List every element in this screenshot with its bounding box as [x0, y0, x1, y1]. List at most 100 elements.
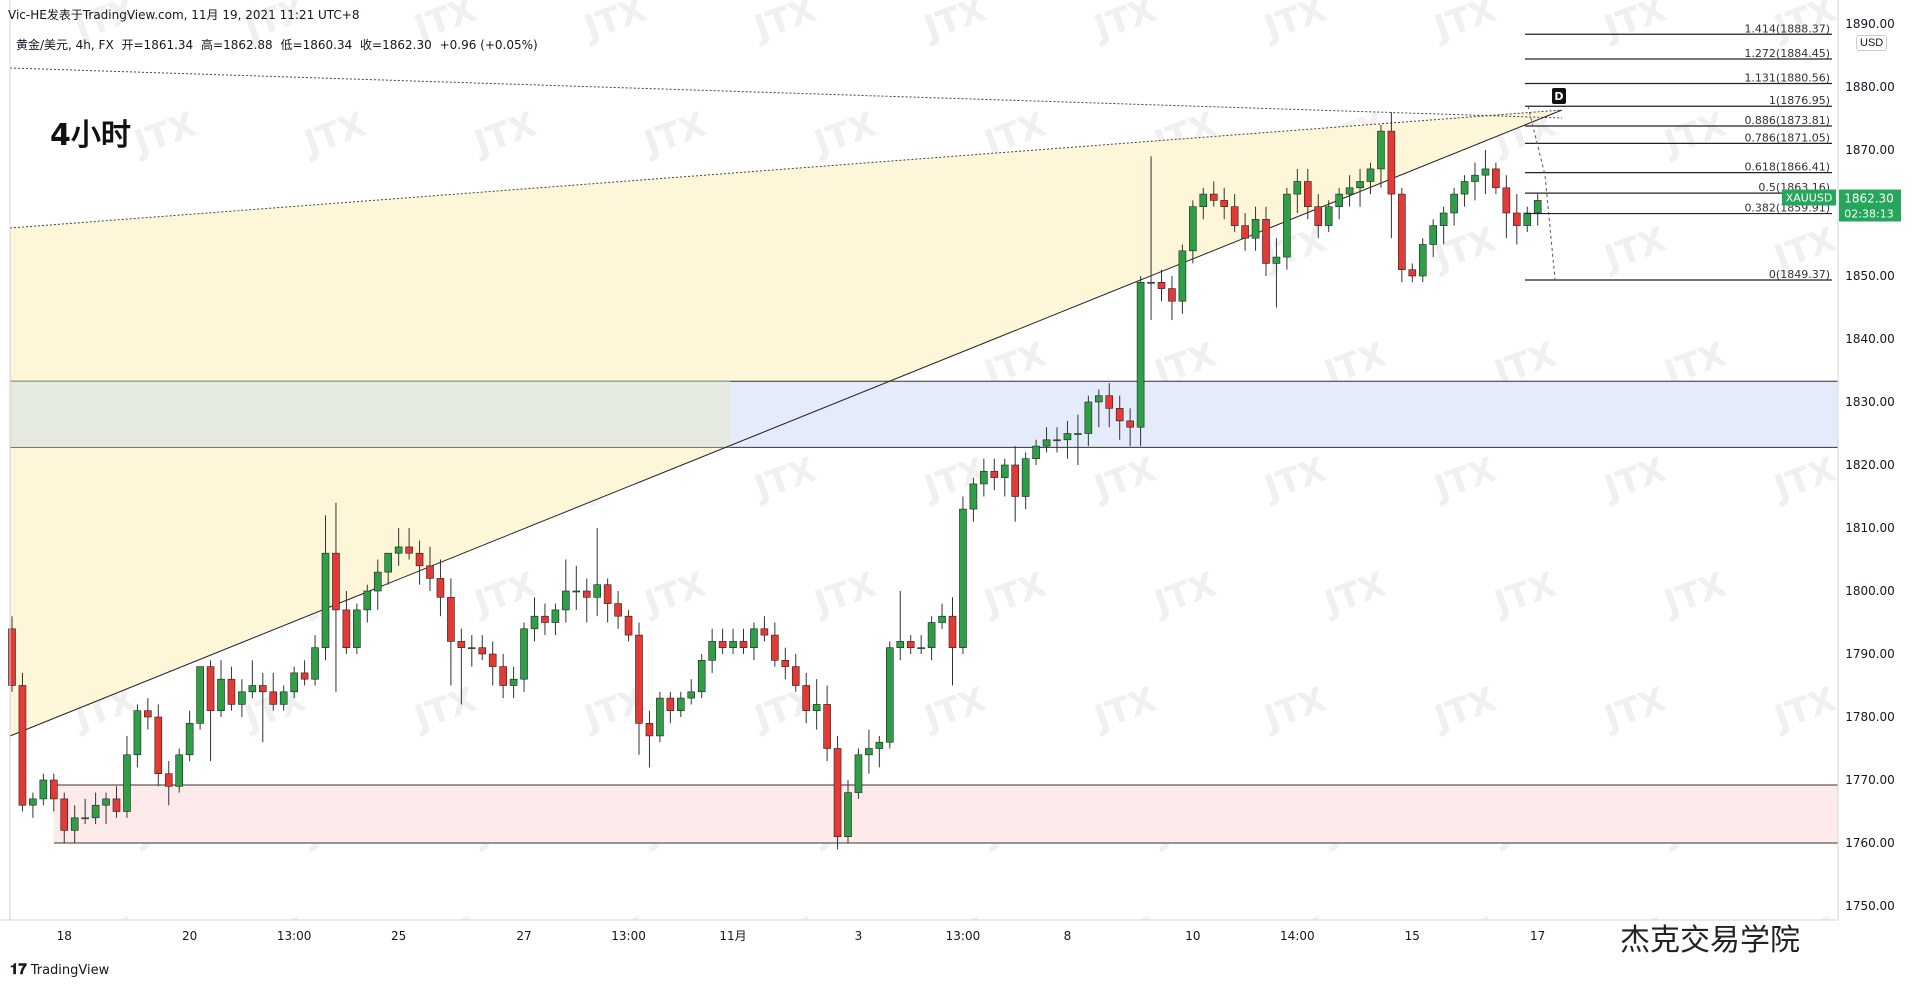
candle-body [373, 571, 382, 592]
candle-body [1283, 193, 1291, 258]
tradingview-footer[interactable]: 𝟏𝟕 TradingView [10, 960, 109, 978]
candle [164, 761, 173, 806]
candle-body [8, 628, 16, 686]
candle-body [60, 798, 69, 831]
time-tick-label: 17 [1530, 929, 1545, 943]
candle [948, 597, 957, 686]
candle [572, 565, 581, 610]
candle [1533, 194, 1542, 226]
candle [18, 672, 27, 812]
candle [290, 666, 298, 699]
candle [781, 647, 790, 680]
candle-body [436, 578, 445, 598]
candle-body [1011, 464, 1020, 497]
point-d-box [1552, 88, 1566, 104]
candle-body [123, 754, 131, 812]
candle [603, 578, 612, 623]
candle [1147, 156, 1155, 321]
price-tick-label: 1880.00 [1845, 80, 1895, 94]
candle [854, 748, 863, 799]
jtx-watermark-text: JTX [128, 105, 202, 164]
candle-body [520, 628, 528, 680]
red-demand-zone [53, 785, 1838, 843]
candle-body [290, 672, 298, 693]
jtx-watermark-text: JTX [638, 105, 712, 164]
candle [1241, 213, 1249, 251]
candle [551, 603, 560, 636]
candle [1324, 200, 1333, 232]
candle-body [927, 622, 936, 649]
candle-body [666, 697, 675, 711]
candle-body [1366, 168, 1375, 182]
jtx-watermark-text: JTX [918, 0, 992, 49]
candle [144, 698, 152, 730]
countdown-label: 02:38:13 [1844, 208, 1893, 221]
jtx-watermark-text: JTX [1088, 0, 1162, 49]
candle-body [1021, 458, 1030, 497]
symbol-info[interactable]: 黄金/美元, 4h, FX [16, 38, 114, 52]
candle [1272, 238, 1281, 308]
candle-body [1189, 206, 1197, 252]
candle [1460, 175, 1469, 207]
candle-body [269, 691, 278, 705]
jtx-watermark-text: JTX [918, 680, 992, 739]
candle [1366, 162, 1375, 195]
candle-body [1387, 130, 1396, 195]
currency-button[interactable]: USD [1856, 35, 1888, 51]
candle [206, 660, 215, 762]
candle-body [405, 546, 413, 554]
candle-body [1105, 395, 1114, 409]
candle [49, 773, 58, 812]
time-tick-label: 27 [516, 929, 531, 943]
candle [541, 603, 549, 636]
candle [1283, 187, 1291, 270]
candle [1074, 414, 1082, 465]
candle [1429, 219, 1437, 258]
candle-body [541, 615, 549, 623]
price-tick-label: 1790.00 [1845, 647, 1895, 661]
candle-body [593, 584, 602, 598]
candle-body [1460, 181, 1469, 195]
time-tick-label: 15 [1405, 929, 1420, 943]
time-tick-label: 14:00 [1280, 929, 1315, 943]
candle [1126, 408, 1134, 447]
candle-body [969, 483, 978, 510]
candle [1408, 263, 1417, 283]
candle [530, 597, 539, 642]
price-tick-label: 1760.00 [1845, 836, 1895, 850]
candle [321, 515, 330, 661]
candle [1230, 194, 1239, 232]
candle-body [1178, 250, 1187, 302]
candle [1377, 124, 1385, 188]
candle [1168, 276, 1176, 321]
candle-body [1398, 193, 1406, 271]
candle-body [509, 678, 518, 686]
candle [823, 685, 831, 762]
fib-level-label: 1(1876.95) [1769, 94, 1830, 107]
candle [1042, 427, 1051, 453]
candle-body [1126, 420, 1134, 428]
ascending-trendline [9, 109, 1563, 737]
candle [196, 666, 204, 730]
price-tick-label: 1810.00 [1845, 521, 1895, 535]
candle [520, 622, 528, 692]
candle-body [258, 685, 267, 693]
jtx-watermark-text: JTX [1598, 450, 1672, 509]
candle [81, 798, 89, 825]
candle [1000, 458, 1009, 497]
candle [353, 603, 361, 654]
candle-body [112, 798, 121, 812]
jtx-watermark-text: JTX [1258, 0, 1332, 49]
candle [582, 578, 591, 623]
candle-body [1481, 168, 1490, 176]
tradingview-brand: TradingView [30, 963, 110, 978]
candle [1314, 194, 1323, 239]
candle-body [394, 546, 403, 554]
candle-body [1513, 212, 1521, 226]
jtx-watermark-text: JTX [1088, 450, 1162, 509]
candle-body [196, 666, 204, 724]
candle-body [729, 641, 737, 649]
candle [384, 552, 393, 585]
candle [697, 654, 706, 699]
